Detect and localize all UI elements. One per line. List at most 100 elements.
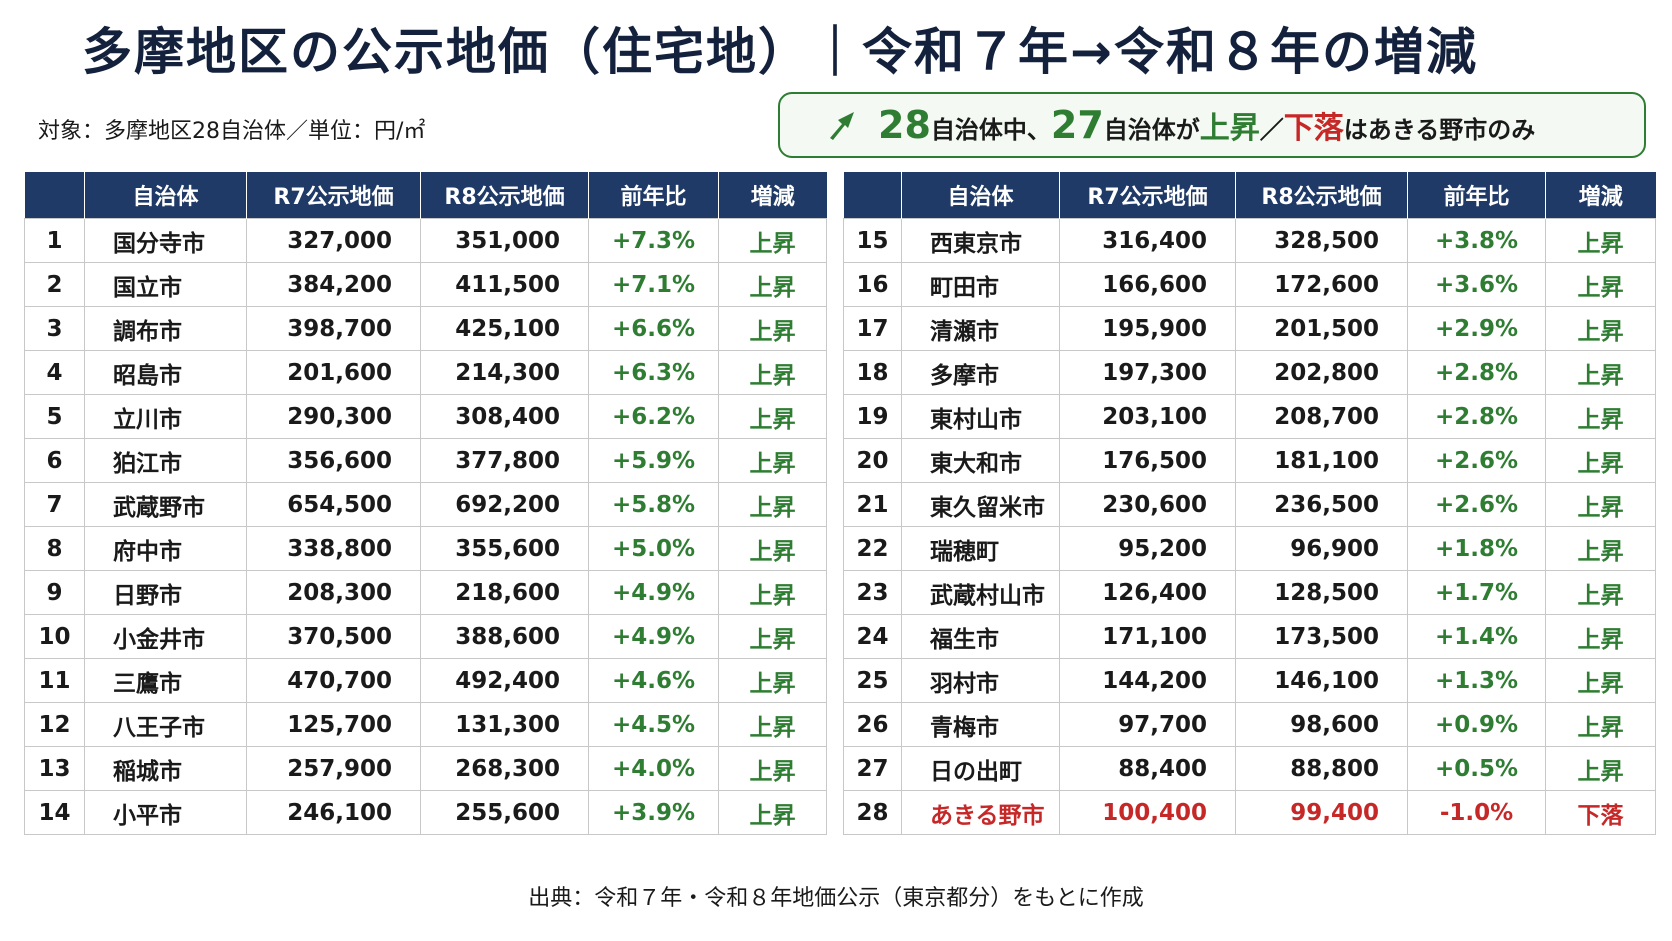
page-title: 多摩地区の公示地価（住宅地）｜令和７年→令和８年の増減 xyxy=(82,23,1478,81)
r8-price-cell: 146,100 xyxy=(1235,658,1408,703)
change-cell: 上昇 xyxy=(718,482,827,527)
r7-price-cell: 203,100 xyxy=(1059,394,1236,439)
r8-price-cell: 308,400 xyxy=(420,394,589,439)
r7-price-cell: 370,500 xyxy=(246,614,421,659)
r7-price-cell: 654,500 xyxy=(246,482,421,527)
summary-part-2: 自治体が xyxy=(1103,116,1200,144)
r8-price-cell: 388,600 xyxy=(420,614,589,659)
summary-text: 28 自治体中、 27 自治体が 上昇 ／ 下落 はあきる野市のみ xyxy=(878,103,1535,147)
yoy-cell: +1.4% xyxy=(1407,614,1546,659)
r7-price-cell: 398,700 xyxy=(246,306,421,351)
change-cell: 上昇 xyxy=(1545,394,1656,439)
municipality-cell: 福生市 xyxy=(901,614,1060,659)
table-row: 9 日野市 208,300 218,600 +4.9% 上昇 xyxy=(24,570,827,615)
municipality-cell: 稲城市 xyxy=(84,746,247,791)
change-cell: 上昇 xyxy=(718,790,827,835)
table-row: 10 小金井市 370,500 388,600 +4.9% 上昇 xyxy=(24,614,827,659)
r7-price-cell: 88,400 xyxy=(1059,746,1236,791)
rank-cell: 6 xyxy=(24,438,85,483)
table-row: 1 国分寺市 327,000 351,000 +7.3% 上昇 xyxy=(24,218,827,263)
table-row: 16 町田市 166,600 172,600 +3.6% 上昇 xyxy=(843,262,1656,307)
change-cell: 上昇 xyxy=(1545,306,1656,351)
municipality-cell: 東久留米市 xyxy=(901,482,1060,527)
yoy-cell: +2.6% xyxy=(1407,438,1546,483)
r8-price-cell: 128,500 xyxy=(1235,570,1408,615)
municipality-cell: 小金井市 xyxy=(84,614,247,659)
header-rank xyxy=(24,172,85,219)
r7-price-cell: 208,300 xyxy=(246,570,421,615)
rank-cell: 5 xyxy=(24,394,85,439)
header-municipality: 自治体 xyxy=(84,172,247,219)
yoy-cell: +5.8% xyxy=(588,482,719,527)
yoy-cell: +4.0% xyxy=(588,746,719,791)
r8-price-cell: 355,600 xyxy=(420,526,589,571)
table-row: 13 稲城市 257,900 268,300 +4.0% 上昇 xyxy=(24,746,827,791)
table-header-row: 自治体 R7公示地価 R8公示地価 前年比 増減 xyxy=(843,172,1656,219)
municipality-cell: 町田市 xyxy=(901,262,1060,307)
rank-cell: 17 xyxy=(843,306,902,351)
r8-price-cell: 218,600 xyxy=(420,570,589,615)
rank-cell: 14 xyxy=(24,790,85,835)
r8-price-cell: 692,200 xyxy=(420,482,589,527)
municipality-cell: 西東京市 xyxy=(901,218,1060,263)
municipality-cell: 羽村市 xyxy=(901,658,1060,703)
municipality-cell: 国立市 xyxy=(84,262,247,307)
price-table-right: 自治体 R7公示地価 R8公示地価 前年比 増減 15 西東京市 316,400 32… xyxy=(843,172,1656,835)
r8-price-cell: 99,400 xyxy=(1235,790,1408,835)
rank-cell: 24 xyxy=(843,614,902,659)
yoy-cell: +4.6% xyxy=(588,658,719,703)
header-rank xyxy=(843,172,902,219)
yoy-cell: +2.8% xyxy=(1407,394,1546,439)
change-cell: 上昇 xyxy=(718,306,827,351)
r8-price-cell: 96,900 xyxy=(1235,526,1408,571)
table-row: 23 武蔵村山市 126,400 128,500 +1.7% 上昇 xyxy=(843,570,1656,615)
r8-price-cell: 131,300 xyxy=(420,702,589,747)
change-cell: 上昇 xyxy=(1545,262,1656,307)
change-cell: 上昇 xyxy=(718,350,827,395)
header-r7-price: R7公示地価 xyxy=(1059,172,1236,219)
change-cell: 上昇 xyxy=(718,614,827,659)
r8-price-cell: 88,800 xyxy=(1235,746,1408,791)
rank-cell: 28 xyxy=(843,790,902,835)
change-cell: 上昇 xyxy=(1545,218,1656,263)
header-r7-price: R7公示地価 xyxy=(246,172,421,219)
r8-price-cell: 411,500 xyxy=(420,262,589,307)
rank-cell: 2 xyxy=(24,262,85,307)
yoy-cell: +4.9% xyxy=(588,570,719,615)
rank-cell: 8 xyxy=(24,526,85,571)
rank-cell: 10 xyxy=(24,614,85,659)
municipality-cell: あきる野市 xyxy=(901,790,1060,835)
yoy-cell: +3.6% xyxy=(1407,262,1546,307)
r7-price-cell: 166,600 xyxy=(1059,262,1236,307)
rank-cell: 23 xyxy=(843,570,902,615)
table-row: 2 国立市 384,200 411,500 +7.1% 上昇 xyxy=(24,262,827,307)
municipality-cell: 狛江市 xyxy=(84,438,247,483)
up-arrow-icon xyxy=(824,108,858,142)
yoy-cell: +4.5% xyxy=(588,702,719,747)
r8-price-cell: 181,100 xyxy=(1235,438,1408,483)
municipality-cell: 調布市 xyxy=(84,306,247,351)
rank-cell: 26 xyxy=(843,702,902,747)
r8-price-cell: 202,800 xyxy=(1235,350,1408,395)
change-cell: 上昇 xyxy=(718,702,827,747)
change-cell: 上昇 xyxy=(718,262,827,307)
rank-cell: 18 xyxy=(843,350,902,395)
rank-cell: 13 xyxy=(24,746,85,791)
r8-price-cell: 208,700 xyxy=(1235,394,1408,439)
change-cell: 上昇 xyxy=(718,746,827,791)
table-row: 20 東大和市 176,500 181,100 +2.6% 上昇 xyxy=(843,438,1656,483)
table-row: 3 調布市 398,700 425,100 +6.6% 上昇 xyxy=(24,306,827,351)
rank-cell: 12 xyxy=(24,702,85,747)
r7-price-cell: 230,600 xyxy=(1059,482,1236,527)
r7-price-cell: 176,500 xyxy=(1059,438,1236,483)
rank-cell: 7 xyxy=(24,482,85,527)
municipality-cell: 武蔵野市 xyxy=(84,482,247,527)
total-count: 28 xyxy=(878,103,931,147)
r8-price-cell: 328,500 xyxy=(1235,218,1408,263)
r7-price-cell: 95,200 xyxy=(1059,526,1236,571)
yoy-cell: +6.2% xyxy=(588,394,719,439)
municipality-cell: 東大和市 xyxy=(901,438,1060,483)
municipality-cell: 立川市 xyxy=(84,394,247,439)
change-cell: 上昇 xyxy=(718,526,827,571)
header-r8-price: R8公示地価 xyxy=(1235,172,1408,219)
